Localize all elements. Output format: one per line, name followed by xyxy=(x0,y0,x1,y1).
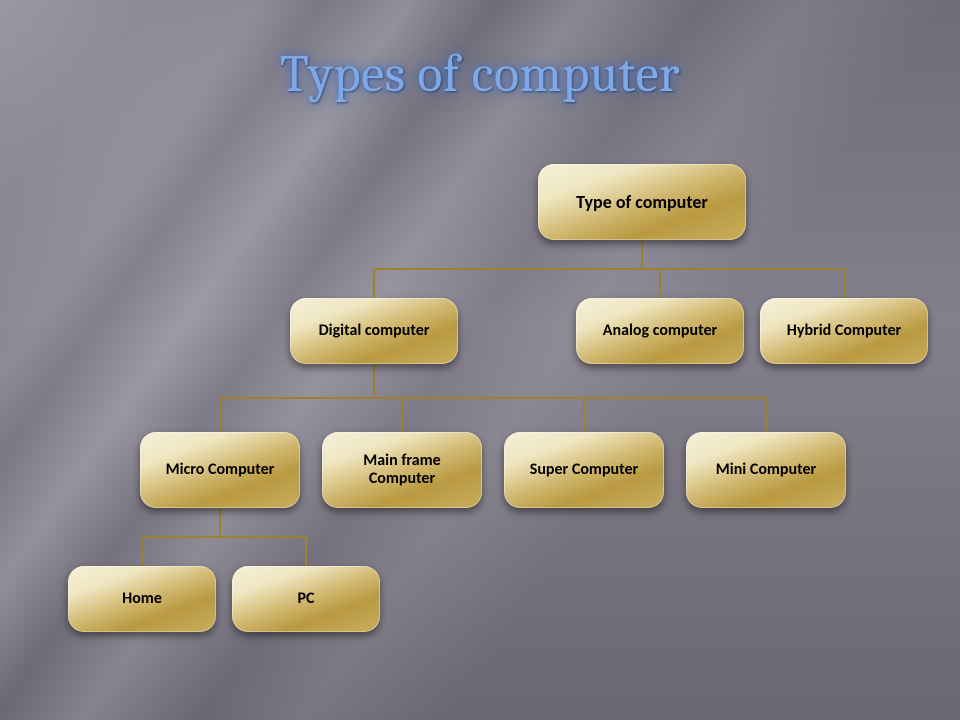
node-home: Home xyxy=(68,566,216,632)
node-hybrid: Hybrid Computer xyxy=(760,298,928,364)
node-digital: Digital computer xyxy=(290,298,458,364)
node-pc: PC xyxy=(232,566,380,632)
slide-stage: Types of computer Type of computer Digita… xyxy=(0,0,960,720)
node-mainframe: Main frameComputer xyxy=(322,432,482,508)
slide-title: Types of computer xyxy=(0,44,960,104)
node-super: Super Computer xyxy=(504,432,664,508)
node-mini: Mini Computer xyxy=(686,432,846,508)
node-root: Type of computer xyxy=(538,164,746,240)
node-micro: Micro Computer xyxy=(140,432,300,508)
node-analog: Analog computer xyxy=(576,298,744,364)
